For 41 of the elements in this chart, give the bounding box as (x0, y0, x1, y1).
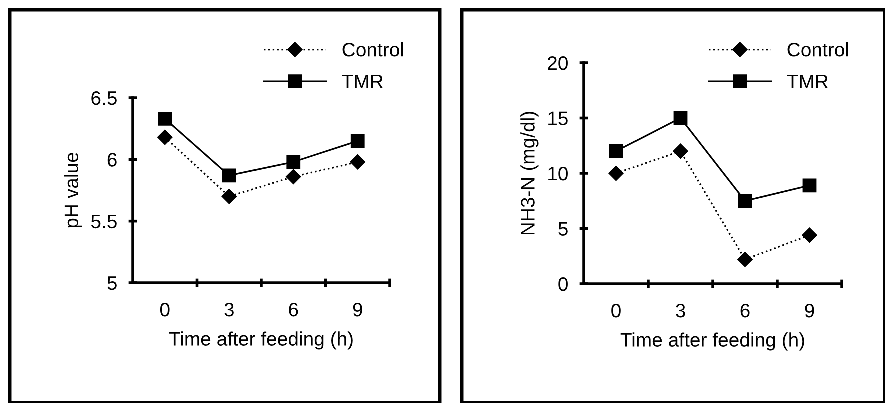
point (350, 134, 365, 148)
y-tick-label: 10 (548, 166, 568, 181)
point (608, 166, 624, 182)
point (802, 228, 818, 243)
x-tick-label: 3 (224, 302, 234, 317)
point (158, 112, 172, 126)
point (609, 144, 624, 158)
y-tick-label: 20 (548, 56, 568, 70)
x-tick-label: 0 (612, 304, 621, 318)
point (350, 154, 366, 170)
legend-label: Control (342, 42, 404, 57)
point (673, 144, 688, 159)
point (222, 189, 237, 204)
point (286, 155, 301, 170)
y-tick-label: 6.5 (92, 91, 117, 106)
legend-label: Control (788, 42, 848, 57)
y-tick-label: 0 (558, 277, 568, 292)
point (286, 169, 302, 185)
legend-label: TMR (342, 74, 384, 88)
y-axis-title: NH3-N (mg/dl) (520, 112, 539, 235)
y-tick-label: 5 (108, 276, 117, 290)
y-tick-label: 15 (548, 112, 568, 126)
point (158, 130, 173, 146)
y-tick-label: 6 (108, 153, 117, 167)
x-tick-label: 3 (676, 304, 686, 318)
y-tick-label: 5 (558, 222, 568, 236)
point (738, 252, 753, 268)
y-tick-label: 5.5 (91, 215, 117, 229)
x-tick-label: 6 (289, 302, 298, 317)
y-axis-title: pH value (64, 152, 82, 228)
x-tick-label: 9 (353, 302, 362, 317)
point (674, 111, 688, 126)
x-axis-title: Time after feeding (h) (620, 332, 804, 351)
x-tick-label: 0 (160, 302, 170, 317)
point (738, 194, 752, 208)
x-tick-label: 9 (805, 304, 814, 318)
point (222, 168, 236, 183)
point (802, 178, 817, 193)
x-tick-label: 6 (740, 304, 750, 318)
legend-label: TMR (787, 74, 828, 88)
x-axis-title: Time after feeding (h) (169, 332, 353, 350)
